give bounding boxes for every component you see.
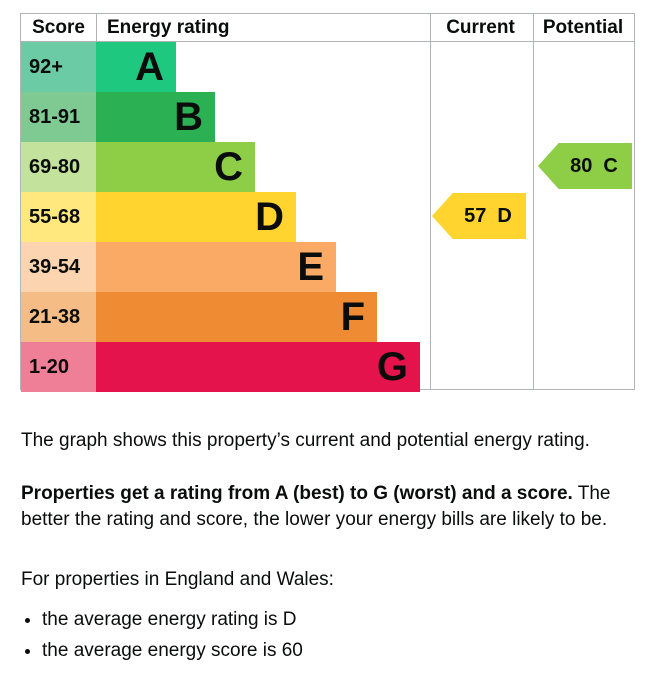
band-row-e: 39-54 E	[21, 242, 634, 292]
band-score-range: 69-80	[21, 142, 96, 192]
current-rating-arrow: 57 D	[432, 193, 526, 239]
rating-explanation-rest: The better the rating and score, the low…	[21, 483, 611, 530]
header-current: Current	[446, 16, 515, 38]
current-column-divider	[430, 14, 431, 389]
band-row-f: 21-38 F	[21, 292, 634, 342]
band-letter: E	[297, 245, 324, 289]
band-rows: 92+ A 81-91 B 69-80 C 55-68 D 39-54 E 21…	[21, 42, 634, 392]
band-letter: G	[376, 345, 408, 389]
rating-explanation: Properties get a rating from A (best) to…	[21, 481, 636, 533]
band-letter: B	[174, 95, 203, 139]
band-bar: D	[96, 192, 296, 242]
band-bar: B	[96, 92, 215, 142]
header-energy-rating: Energy rating	[96, 14, 429, 41]
band-bar: F	[96, 292, 377, 342]
potential-rating-letter: C	[603, 154, 618, 177]
band-bar: G	[96, 342, 420, 392]
averages-list: the average energy rating is D the avera…	[21, 607, 660, 664]
header-score: Score	[32, 16, 85, 38]
current-rating-letter: D	[497, 204, 512, 227]
band-row-a: 92+ A	[21, 42, 634, 92]
band-score-range: 81-91	[21, 92, 96, 142]
band-row-g: 1-20 G	[21, 342, 634, 392]
band-score-range: 55-68	[21, 192, 96, 242]
potential-column-divider	[533, 14, 534, 389]
band-row-d: 55-68 D	[21, 192, 634, 242]
energy-rating-chart: Score Energy rating Current Potential 92…	[20, 13, 635, 392]
band-bar: E	[96, 242, 336, 292]
band-bar: C	[96, 142, 255, 192]
band-bar: A	[96, 42, 176, 92]
band-row-b: 81-91 B	[21, 92, 634, 142]
band-row-c: 69-80 C	[21, 142, 634, 192]
band-letter: D	[255, 195, 284, 239]
header-potential: Potential	[542, 16, 624, 38]
region-line: For properties in England and Wales:	[21, 569, 334, 590]
average-score-item: the average energy score is 60	[42, 638, 660, 664]
chart-header-row: Score Energy rating Current Potential	[21, 14, 634, 42]
band-score-range: 92+	[21, 42, 96, 92]
current-rating-score: 57	[464, 204, 487, 227]
band-score-range: 1-20	[21, 342, 96, 392]
intro-text: The graph shows this property’s current …	[21, 430, 590, 451]
band-letter: A	[135, 45, 164, 89]
band-score-range: 39-54	[21, 242, 96, 292]
potential-rating-arrow: 80 C	[538, 143, 632, 189]
potential-rating-score: 80	[570, 154, 593, 177]
average-rating-item: the average energy rating is D	[42, 607, 660, 633]
band-letter: F	[340, 295, 365, 339]
band-score-range: 21-38	[21, 292, 96, 342]
rating-explanation-bold: Properties get a rating from A (best) to…	[21, 483, 573, 504]
band-letter: C	[214, 145, 243, 189]
